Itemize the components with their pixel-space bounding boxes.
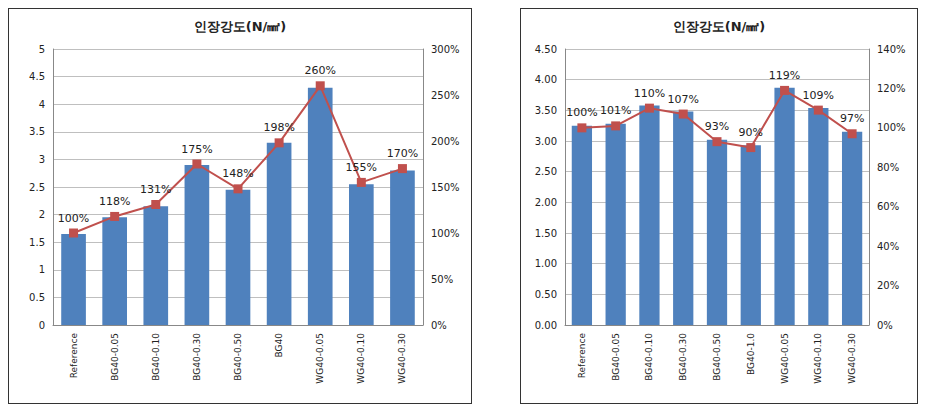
svg-text:100%: 100% xyxy=(58,212,89,225)
svg-text:3.50: 3.50 xyxy=(535,105,557,116)
svg-text:50%: 50% xyxy=(431,274,453,285)
svg-text:WG40-0.05: WG40-0.05 xyxy=(315,333,325,384)
svg-text:BG40-0.05: BG40-0.05 xyxy=(110,333,120,381)
svg-text:BG40-0.50: BG40-0.50 xyxy=(233,333,243,381)
svg-text:109%: 109% xyxy=(803,89,834,102)
svg-text:Reference: Reference xyxy=(69,333,79,379)
svg-text:BG40-1.0: BG40-1.0 xyxy=(746,333,756,375)
svg-text:97%: 97% xyxy=(840,112,864,125)
svg-text:BG40-0.50: BG40-0.50 xyxy=(712,333,722,381)
svg-text:200%: 200% xyxy=(431,136,460,147)
svg-text:Reference: Reference xyxy=(577,333,587,379)
svg-text:148%: 148% xyxy=(222,167,253,180)
svg-text:150%: 150% xyxy=(431,182,460,193)
svg-text:107%: 107% xyxy=(667,93,698,106)
svg-text:20%: 20% xyxy=(877,280,899,291)
svg-text:BG40: BG40 xyxy=(274,333,284,358)
svg-text:90%: 90% xyxy=(739,126,763,139)
svg-text:인장강도(N/㎟): 인장강도(N/㎟) xyxy=(194,19,287,34)
svg-text:4.00: 4.00 xyxy=(535,74,557,85)
svg-text:100%: 100% xyxy=(431,228,460,239)
svg-text:인장강도(N/㎟): 인장강도(N/㎟) xyxy=(673,19,766,34)
svg-text:60%: 60% xyxy=(877,201,899,212)
svg-text:170%: 170% xyxy=(387,147,418,160)
svg-text:0.00: 0.00 xyxy=(535,320,557,331)
svg-text:0.5: 0.5 xyxy=(29,292,45,303)
svg-text:119%: 119% xyxy=(769,69,800,82)
svg-text:120%: 120% xyxy=(877,83,906,94)
svg-text:5: 5 xyxy=(39,44,45,55)
svg-text:0%: 0% xyxy=(431,320,447,331)
svg-text:BG40-0.10: BG40-0.10 xyxy=(644,333,654,381)
svg-text:0.50: 0.50 xyxy=(535,289,557,300)
svg-text:3: 3 xyxy=(39,154,45,165)
svg-text:260%: 260% xyxy=(304,64,335,77)
svg-text:198%: 198% xyxy=(263,121,294,134)
svg-text:1.5: 1.5 xyxy=(29,237,45,248)
svg-text:BG40-0.05: BG40-0.05 xyxy=(611,333,621,381)
svg-text:140%: 140% xyxy=(877,44,906,55)
svg-text:300%: 300% xyxy=(431,44,460,55)
svg-text:155%: 155% xyxy=(346,161,377,174)
svg-text:BG40-0.30: BG40-0.30 xyxy=(192,333,202,381)
svg-text:4.5: 4.5 xyxy=(29,71,45,82)
svg-text:WG40-0.10: WG40-0.10 xyxy=(813,333,823,384)
svg-text:2: 2 xyxy=(39,209,45,220)
svg-text:2.50: 2.50 xyxy=(535,166,557,177)
svg-text:93%: 93% xyxy=(705,120,729,133)
svg-text:BG40-0.10: BG40-0.10 xyxy=(151,333,161,381)
svg-text:3.5: 3.5 xyxy=(29,126,45,137)
svg-text:WG40-0.30: WG40-0.30 xyxy=(847,333,857,384)
svg-text:1.00: 1.00 xyxy=(535,258,557,269)
svg-text:WG40-0.30: WG40-0.30 xyxy=(397,333,407,384)
svg-text:WG40-0.05: WG40-0.05 xyxy=(780,333,790,384)
svg-text:118%: 118% xyxy=(99,195,130,208)
svg-text:175%: 175% xyxy=(181,143,212,156)
svg-text:250%: 250% xyxy=(431,90,460,101)
svg-text:100%: 100% xyxy=(566,106,597,119)
svg-text:110%: 110% xyxy=(634,87,665,100)
svg-text:0: 0 xyxy=(39,320,45,331)
svg-text:80%: 80% xyxy=(877,162,899,173)
svg-text:100%: 100% xyxy=(877,122,906,133)
svg-text:2.00: 2.00 xyxy=(535,197,557,208)
svg-text:4: 4 xyxy=(39,99,45,110)
svg-text:WG40-0.10: WG40-0.10 xyxy=(356,333,366,384)
svg-text:1.50: 1.50 xyxy=(535,228,557,239)
svg-text:3.00: 3.00 xyxy=(535,136,557,147)
svg-text:101%: 101% xyxy=(600,104,631,117)
svg-text:BG40-0.30: BG40-0.30 xyxy=(678,333,688,381)
svg-text:1: 1 xyxy=(39,264,45,275)
svg-text:0%: 0% xyxy=(877,320,893,331)
svg-text:2.5: 2.5 xyxy=(29,182,45,193)
svg-text:4.50: 4.50 xyxy=(535,44,557,55)
svg-text:40%: 40% xyxy=(877,241,899,252)
svg-text:131%: 131% xyxy=(140,183,171,196)
